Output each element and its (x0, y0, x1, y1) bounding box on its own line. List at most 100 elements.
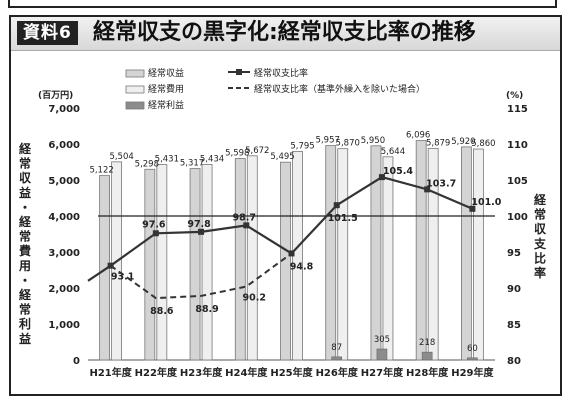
ratio-marker (152, 230, 159, 237)
profit-bar (421, 351, 433, 361)
expense-bar (427, 147, 439, 361)
chart-panel: 資料6 経常収支の黒字化:経常収支比率の推移 (9, 15, 562, 396)
expense-bar (201, 163, 213, 361)
right-tick-label: 95 (507, 248, 521, 259)
ratio-data-label: 101.0 (471, 197, 501, 208)
profit-bar (467, 357, 478, 361)
expense-data-label: 5,672 (245, 146, 269, 156)
expense-bar (382, 156, 394, 361)
ratio-data-label: 101.5 (328, 213, 358, 224)
upper-panel-frame (8, 0, 557, 8)
category-label: H24年度 (225, 366, 268, 379)
profit-data-label: 60 (467, 344, 478, 354)
ratio-data-label: 98.7 (233, 212, 256, 223)
left-tick-label: 5,000 (48, 176, 80, 187)
ratio-data-label: 105.4 (383, 166, 413, 177)
legend-line-marker (236, 69, 242, 75)
expense-data-label: 5,870 (336, 139, 360, 149)
revenue-bar (325, 145, 337, 361)
left-tick-label: 3,000 (48, 248, 80, 259)
left-tick-label: 1,000 (48, 320, 80, 331)
right-tick-label: 110 (507, 140, 528, 151)
left-axis-label: 経常収益・経常費用・経常利益 (18, 141, 32, 346)
ratio-marker (198, 228, 205, 235)
category-label: H27年度 (361, 366, 404, 379)
right-tick-label: 85 (507, 320, 521, 331)
revenue-data-label: 5,122 (89, 166, 113, 176)
legend-label: 経常収支比率（基準外繰入を除いた場合） (254, 83, 425, 95)
profit-data-label: 218 (419, 338, 435, 348)
right-tick-label: 105 (507, 176, 528, 187)
ratio-data-label: 97.6 (142, 219, 166, 230)
legend-bar-swatch (125, 85, 145, 94)
revenue-bar (460, 146, 472, 361)
category-label: H25年度 (270, 366, 313, 379)
expense-data-label: 5,860 (471, 139, 495, 149)
revenue-bar (280, 161, 291, 361)
left-axis-unit: (百万円) (38, 90, 73, 101)
revenue-data-label: 5,598 (225, 148, 249, 158)
page-title: 経常収支の黒字化:経常収支比率の推移 (93, 20, 476, 45)
revenue-bar (370, 145, 382, 361)
panel-header: 資料6 経常収支の黒字化:経常収支比率の推移 (11, 17, 560, 51)
ratio-marker (469, 205, 476, 212)
category-label: H26年度 (316, 366, 359, 379)
expense-bar (156, 164, 168, 361)
legend-bar-swatch (125, 69, 145, 78)
ratio-marker (333, 202, 340, 209)
expense-data-label: 5,644 (381, 147, 405, 157)
right-axis-label: 経常収支比率 (533, 192, 547, 280)
revenue-bar (415, 140, 427, 361)
left-tick-label: 4,000 (48, 212, 80, 223)
profit-data-label: 87 (331, 343, 342, 353)
revenue-bar (234, 158, 246, 361)
left-tick-label: 6,000 (48, 140, 80, 151)
right-tick-label: 100 (507, 212, 528, 223)
revenue-data-label: 5,298 (135, 159, 159, 169)
revenue-data-label: 6,096 (406, 131, 430, 141)
right-tick-label: 115 (507, 104, 528, 115)
legend-label: 経常収益 (148, 67, 184, 79)
expense-data-label: 5,879 (426, 138, 450, 148)
right-axis-unit: (%) (506, 91, 523, 101)
material-badge: 資料6 (17, 21, 78, 45)
right-tick-label: 80 (507, 356, 521, 367)
left-tick-label: 7,000 (48, 104, 80, 115)
profit-bar (331, 356, 343, 361)
adjusted-ratio-data-label: 88.6 (150, 306, 174, 317)
adjusted-ratio-line (110, 252, 293, 300)
legend-label: 経常収支比率 (254, 67, 308, 79)
right-tick-label: 90 (507, 284, 521, 295)
left-tick-label: 2,000 (48, 284, 80, 295)
adjusted-ratio-data-label: 88.9 (195, 304, 218, 315)
ratio-marker (378, 174, 385, 181)
ratio-data-label: 94.8 (290, 261, 314, 272)
category-label: H23年度 (180, 366, 223, 379)
revenue-data-label: 5,495 (270, 152, 294, 162)
revenue-data-label: 5,950 (361, 136, 385, 146)
ratio-marker (243, 222, 250, 229)
profit-bar (376, 348, 388, 361)
expense-data-label: 5,795 (290, 141, 314, 151)
revenue-data-label: 5,920 (451, 137, 475, 147)
expense-data-label: 5,434 (200, 154, 224, 164)
ratio-line (87, 175, 473, 282)
adjusted-ratio-data-label: 90.2 (243, 293, 266, 304)
revenue-data-label: 5,317 (180, 159, 204, 169)
left-tick-label: 0 (73, 356, 80, 367)
revenue-data-label: 5,957 (316, 136, 340, 146)
ratio-marker (424, 186, 431, 193)
legend-bar-swatch (125, 101, 145, 110)
expense-bar (472, 148, 484, 361)
ratio-data-label: 93.1 (111, 272, 134, 283)
revenue-bar (189, 168, 201, 361)
category-label: H29年度 (451, 366, 494, 379)
expense-data-label: 5,504 (109, 152, 133, 162)
expense-bar (337, 148, 349, 361)
ratio-data-label: 103.7 (426, 178, 456, 189)
category-label: H28年度 (406, 366, 449, 379)
category-label: H21年度 (89, 366, 132, 379)
category-label: H22年度 (135, 366, 178, 379)
expense-bar (246, 155, 258, 361)
